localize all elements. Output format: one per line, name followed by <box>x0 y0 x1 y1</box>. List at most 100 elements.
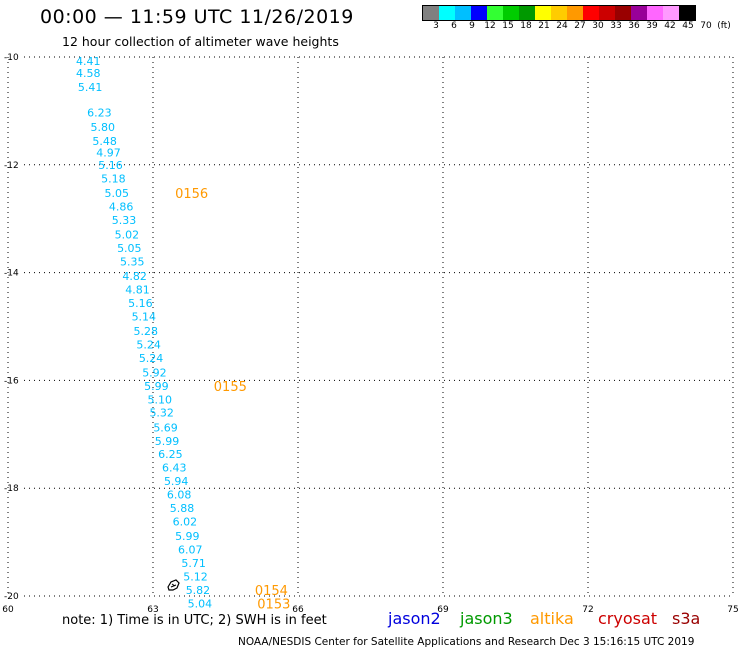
time-label: 0154 <box>255 584 288 599</box>
island-outline <box>167 579 180 591</box>
color-legend <box>422 5 696 21</box>
wave-height-label: 5.24 <box>136 338 161 351</box>
wave-height-label: 5.05 <box>105 187 130 200</box>
legend-swatch <box>519 6 535 20</box>
wave-height-label: 6.43 <box>162 462 187 475</box>
satellite-jason2: jason2 <box>388 609 441 628</box>
wave-height-label: 5.16 <box>128 297 153 310</box>
satellite-altika: altika <box>530 609 574 628</box>
legend-label: 6 <box>451 21 457 31</box>
wave-height-label: 5.35 <box>120 255 145 268</box>
legend-label: 30 <box>592 21 604 31</box>
wave-height-label: 5.33 <box>112 214 137 227</box>
wave-height-label: 5.82 <box>186 584 211 597</box>
legend-label: 70 <box>700 21 712 31</box>
wave-height-label: 5.99 <box>144 380 169 393</box>
legend-label: 12 <box>484 21 496 31</box>
wave-height-label: 5.99 <box>175 530 200 543</box>
wave-height-label: 5.32 <box>149 407 174 420</box>
grid-lines <box>7 56 734 597</box>
x-tick-label: 63 <box>147 605 158 615</box>
wave-height-label: 5.16 <box>98 159 123 172</box>
wave-height-label: 5.88 <box>170 502 195 515</box>
wave-height-label: 6.02 <box>173 516 198 529</box>
wave-height-label: 5.14 <box>132 310 157 323</box>
map-subtitle: 12 hour collection of altimeter wave hei… <box>62 34 339 49</box>
wave-height-label: 5.12 <box>183 571 208 584</box>
wave-height-label: 6.07 <box>178 544 203 557</box>
legend-swatch <box>535 6 551 20</box>
wave-height-label: 5.04 <box>188 598 213 611</box>
wave-height-label: 5.41 <box>78 81 103 94</box>
x-tick-label: 69 <box>437 605 449 615</box>
map-title: 00:00 — 11:59 UTC 11/26/2019 <box>40 6 354 28</box>
wave-height-label: 5.18 <box>101 172 126 185</box>
data-labels: 4.414.585.416.235.805.484.975.165.185.05… <box>76 55 212 611</box>
y-tick-label: -14 <box>4 269 19 279</box>
wave-height-label: 5.71 <box>181 557 206 570</box>
legend-label: 24 <box>556 21 568 31</box>
y-tick-label: -16 <box>4 376 19 386</box>
legend-label: 27 <box>574 21 586 31</box>
time-label: 0153 <box>257 598 290 613</box>
wave-height-label: 5.92 <box>142 366 167 379</box>
legend-label: 33 <box>610 21 622 31</box>
wave-height-label: 5.99 <box>155 435 180 448</box>
time-label: 0156 <box>175 187 208 202</box>
legend-label: 45 <box>682 21 694 31</box>
legend-label: 18 <box>520 21 532 31</box>
x-tick-label: 72 <box>582 605 593 615</box>
legend-swatch <box>631 6 647 20</box>
legend-swatch <box>663 6 679 20</box>
time-label: 0155 <box>214 380 247 395</box>
y-tick-label: -18 <box>4 484 19 494</box>
wave-height-label: 5.02 <box>115 228 140 241</box>
legend-swatch <box>679 6 695 20</box>
legend-label: 9 <box>469 21 475 31</box>
wave-height-label: 5.10 <box>148 393 173 406</box>
wave-height-label: 4.81 <box>125 283 150 296</box>
wave-height-label: 5.69 <box>153 421 178 434</box>
legend-swatch <box>615 6 631 20</box>
legend-swatch <box>503 6 519 20</box>
legend-label: 42 <box>664 21 676 31</box>
wave-height-label: 6.23 <box>87 107 112 120</box>
x-tick-label: 60 <box>2 605 14 615</box>
axis-labels: 60 63 66 69 72 75 -10 -12 -14 -16 -18 -20 <box>2 53 738 615</box>
legend-label: 15 <box>502 21 514 31</box>
legend-label: 36 <box>628 21 640 31</box>
legend-label: 3 <box>433 21 439 31</box>
legend-label: 21 <box>538 21 550 31</box>
note-text: note: 1) Time is in UTC; 2) SWH is in fe… <box>62 613 327 628</box>
legend-swatch <box>487 6 503 20</box>
wave-height-label: 4.41 <box>76 55 101 68</box>
wave-height-label: 4.58 <box>76 67 101 80</box>
wave-height-label: 4.82 <box>122 270 147 283</box>
legend-swatch <box>471 6 487 20</box>
wave-height-label: 4.97 <box>96 146 121 159</box>
legend-swatch <box>551 6 567 20</box>
legend-swatch <box>455 6 471 20</box>
wave-height-label: 5.05 <box>117 242 142 255</box>
wave-height-label: 5.94 <box>164 475 189 488</box>
legend-label: 39 <box>646 21 658 31</box>
color-legend-labels: 3 6 9 12 15 18 21 24 27 30 33 36 39 42 45 70 (ft) <box>422 21 740 33</box>
wave-height-label: 4.86 <box>109 200 134 213</box>
legend-swatch <box>439 6 455 20</box>
legend-swatch <box>423 6 439 20</box>
satellite-cryosat: cryosat <box>598 609 658 628</box>
wave-height-label: 6.25 <box>158 448 183 461</box>
y-tick-label: -20 <box>4 592 19 602</box>
satellite-jason3: jason3 <box>460 609 513 628</box>
y-tick-label: -10 <box>4 53 19 63</box>
legend-label: (ft) <box>717 21 731 31</box>
x-tick-label: 66 <box>292 605 304 615</box>
y-tick-label: -12 <box>4 161 19 171</box>
satellite-s3a: s3a <box>672 609 701 628</box>
wave-height-label: 6.08 <box>167 489 192 502</box>
wave-height-label: 5.80 <box>90 121 115 134</box>
legend-swatch <box>647 6 663 20</box>
wave-height-label: 5.24 <box>139 352 164 365</box>
